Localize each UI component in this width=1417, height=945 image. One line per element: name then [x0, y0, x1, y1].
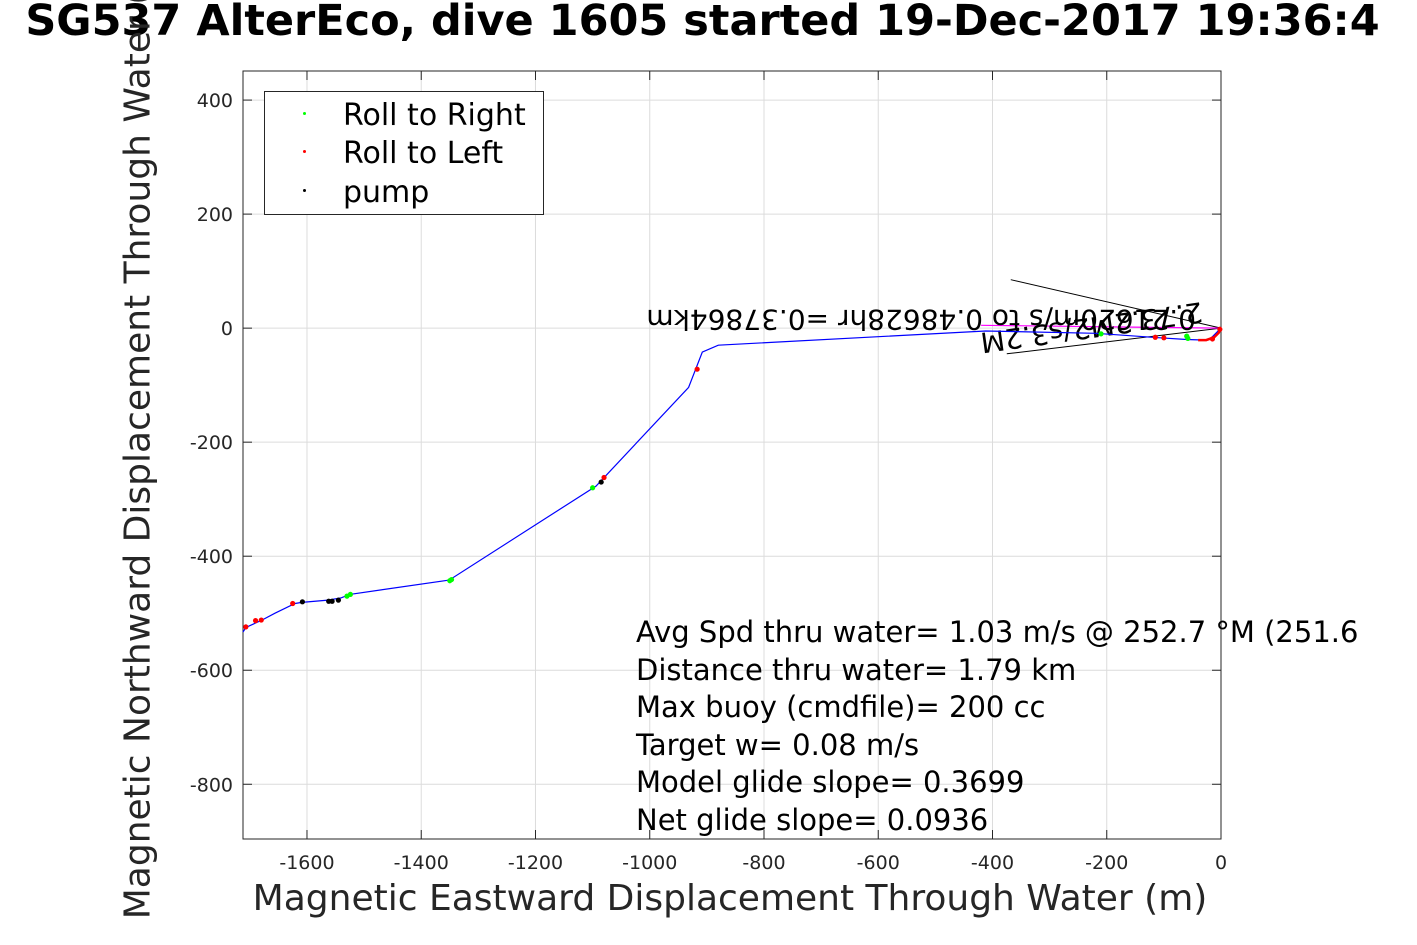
y-tick-label: -200	[190, 432, 233, 454]
roll-to-left-point	[1152, 334, 1158, 340]
x-tick-label: -400	[971, 852, 1014, 874]
roll-to-right-point	[1098, 331, 1104, 337]
pump-point	[299, 599, 306, 605]
x-tick-label: 0	[1215, 852, 1227, 874]
x-tick-label: -1400	[394, 852, 449, 874]
pump-point	[598, 479, 604, 485]
axes-box	[242, 70, 1222, 840]
track-line	[242, 327, 1222, 633]
chart-title: SG537 AlterEco, dive 1605 started 19-Dec…	[25, 0, 1380, 46]
x-tick-label: -800	[742, 852, 785, 874]
roll-to-left-point	[1161, 335, 1167, 341]
stat-distance: Distance thru water= 1.79 km	[636, 652, 1077, 687]
x-tick-label: -1600	[279, 852, 334, 874]
heading-line	[981, 324, 1222, 329]
legend-label: pump	[343, 175, 430, 210]
roll-to-left-point	[258, 617, 264, 623]
y-tick-label: -800	[190, 774, 233, 796]
stat-net-glide: Net glide slope= 0.0936	[636, 802, 989, 837]
legend-marker-roll-right	[303, 112, 306, 115]
roll-to-right-point	[590, 485, 596, 491]
heading-cone-line	[1010, 279, 1222, 329]
y-axis-label: Magnetic Northward Displacement Through …	[117, 0, 159, 920]
roll-to-left-point	[694, 366, 700, 372]
x-tick-label: -600	[857, 852, 900, 874]
roll-to-right-point	[448, 576, 455, 583]
x-tick-label: -200	[1085, 852, 1128, 874]
annotations: 0.21620m/s to 0.48628hr =0.37864km2.73.2…	[646, 279, 1222, 359]
legend-marker-pump	[303, 189, 306, 192]
legend-marker-roll-left	[303, 150, 306, 153]
legend-item-roll-left: Roll to Left	[265, 134, 543, 172]
pump-point	[329, 598, 335, 604]
x-tick-label: -1000	[622, 852, 677, 874]
flipped-annotation-text: 0.21620m/s to 0.48628hr =0.37864km	[646, 303, 1196, 336]
stat-avg-speed: Avg Spd thru water= 1.03 m/s @ 252.7 °M …	[636, 615, 1359, 649]
series	[242, 326, 1223, 633]
x-axis-label: Magnetic Eastward Displacement Through W…	[252, 878, 1208, 919]
y-tick-label: 0	[221, 318, 233, 340]
y-tick-label: 200	[197, 204, 233, 226]
stat-max-buoy: Max buoy (cmdfile)= 200 cc	[636, 690, 1046, 725]
legend-label: Roll to Left	[343, 136, 504, 171]
pump-point	[335, 597, 342, 603]
roll-to-right-point	[347, 591, 353, 598]
legend-item-roll-right: Roll to Right	[265, 96, 543, 134]
roll-to-left-point	[601, 474, 607, 481]
y-tick-label: 400	[197, 90, 233, 112]
heading-cone-line	[1006, 327, 1222, 355]
y-tick-label: -600	[190, 660, 233, 682]
legend-label: Roll to Right	[343, 98, 526, 133]
roll-to-right-point	[1185, 335, 1191, 342]
roll-to-left-point	[252, 618, 259, 624]
stat-model-glide: Model glide slope= 0.3699	[636, 765, 1025, 800]
stats-block: Avg Spd thru water= 1.03 m/s @ 252.7 °M …	[636, 614, 1358, 840]
axes	[242, 70, 1222, 840]
legend: Roll to Right Roll to Left pump	[264, 91, 544, 215]
stat-target-w: Target w= 0.08 m/s	[636, 727, 920, 762]
roll-to-left-point	[243, 624, 249, 630]
legend-item-pump: pump	[265, 173, 543, 211]
tick-labels: -1600 -1400 -1200 -1000 -800 -600 -400 -200 0 400…	[190, 90, 1227, 874]
roll-left-tail	[1198, 327, 1223, 342]
roll-to-left-point	[290, 600, 296, 607]
y-tick-label: -400	[190, 546, 233, 568]
x-tick-label: -1200	[508, 852, 563, 874]
